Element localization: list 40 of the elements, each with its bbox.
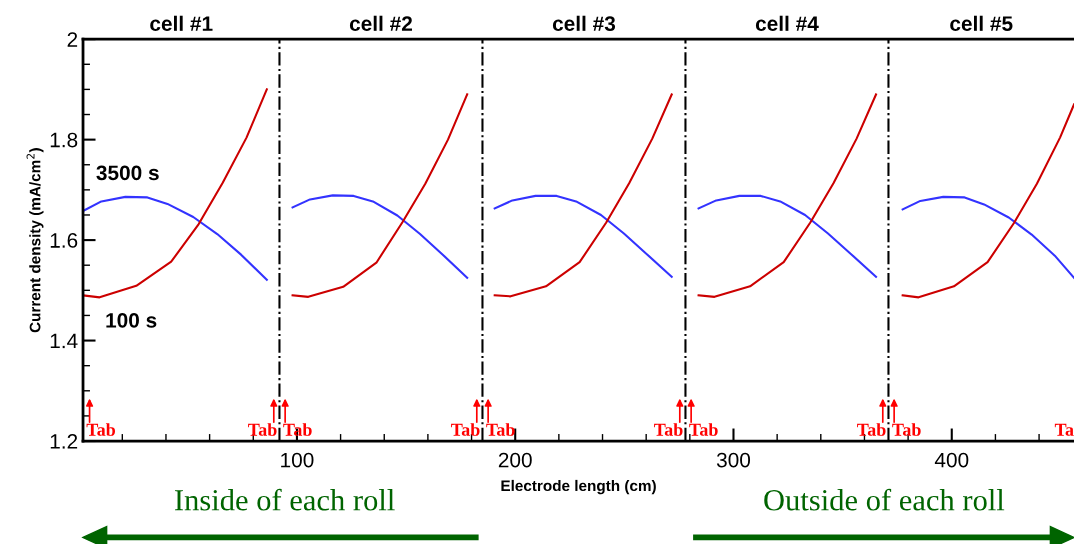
- annotation: Tab: [486, 423, 515, 436]
- line-series: [697, 194, 878, 278]
- text: cell #1: [150, 15, 213, 32]
- text: cell #3: [552, 15, 616, 32]
- annotation: Tab: [451, 423, 480, 436]
- text: cell #2: [349, 15, 412, 32]
- y-tick-label: 1.4: [50, 333, 78, 349]
- annotation: Tab: [892, 423, 921, 436]
- text: Outside of each roll: [764, 488, 1005, 511]
- x-tick-label: 400: [934, 452, 969, 468]
- annotation: Tab: [654, 423, 683, 436]
- line-series: [697, 93, 878, 298]
- annotation: Tab: [283, 423, 312, 436]
- line-series: [291, 93, 469, 298]
- annotation: Tab: [689, 423, 718, 436]
- annotation: Tab: [857, 423, 886, 436]
- line-series: [83, 88, 268, 299]
- y-tick-label: 2: [67, 32, 78, 47]
- annotation: Tab: [248, 423, 277, 436]
- x-tick-label: 100: [281, 452, 314, 468]
- y-tick-label: 1.6: [50, 233, 78, 248]
- x-axis-title: Electrode length (cm): [501, 479, 656, 495]
- line-series: [83, 195, 268, 281]
- line-series: [493, 93, 673, 298]
- line-series: [901, 103, 1074, 299]
- x-tick-label: 300: [716, 452, 751, 468]
- text: cell #5: [950, 15, 1013, 32]
- series-label: 3500 s: [96, 165, 159, 181]
- text: cell #4: [755, 15, 819, 32]
- series-label: 100 s: [106, 312, 157, 328]
- y-axis-title: Current density (mA/cm$^{2}$): [26, 148, 44, 333]
- line-series: [493, 194, 673, 278]
- x-tick-label: 200: [498, 452, 532, 468]
- annotation: Tab: [86, 423, 116, 436]
- text: Inside of each roll: [174, 488, 395, 511]
- y-tick-label: 1.8: [50, 132, 78, 148]
- line-series: [901, 195, 1074, 279]
- line-series: [291, 194, 469, 279]
- annotation: Ta: [1054, 423, 1074, 436]
- y-tick-label: 1.2: [50, 434, 78, 449]
